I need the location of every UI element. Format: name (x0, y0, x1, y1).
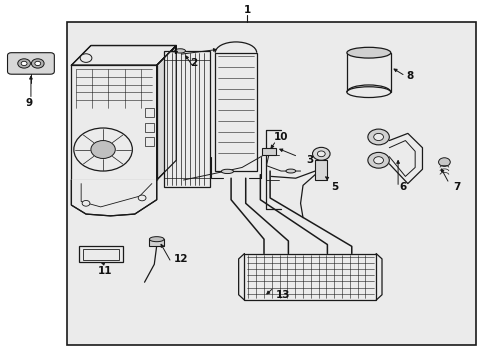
Text: 4: 4 (170, 46, 177, 56)
Polygon shape (71, 45, 176, 65)
Circle shape (312, 147, 329, 160)
Circle shape (35, 61, 41, 66)
Circle shape (438, 158, 449, 166)
Bar (244, 253, 375, 300)
Ellipse shape (346, 47, 390, 58)
Circle shape (21, 61, 27, 66)
Circle shape (31, 59, 44, 68)
Circle shape (80, 54, 92, 62)
Text: 12: 12 (174, 254, 188, 264)
Circle shape (317, 151, 325, 157)
Polygon shape (71, 180, 157, 216)
FancyBboxPatch shape (7, 53, 54, 74)
Circle shape (18, 59, 30, 68)
Bar (66, 22, 475, 345)
Bar (215, 53, 256, 171)
Bar (144, 123, 154, 132)
Text: 1: 1 (243, 5, 250, 15)
Bar (315, 160, 327, 180)
Circle shape (373, 134, 383, 140)
Text: 5: 5 (330, 182, 338, 192)
Text: 3: 3 (306, 155, 313, 165)
Bar (79, 246, 122, 262)
Bar (82, 249, 119, 260)
Text: 2: 2 (189, 58, 197, 68)
Circle shape (91, 140, 115, 158)
Text: 10: 10 (273, 132, 288, 142)
Text: 9: 9 (25, 98, 33, 108)
Circle shape (373, 157, 383, 164)
Bar (346, 53, 390, 92)
Circle shape (74, 128, 132, 171)
Ellipse shape (149, 237, 163, 242)
Text: 13: 13 (276, 290, 290, 300)
Text: 6: 6 (399, 182, 406, 192)
Polygon shape (157, 45, 176, 180)
Bar (71, 65, 157, 180)
Ellipse shape (285, 169, 295, 173)
Circle shape (82, 201, 90, 206)
Bar (144, 137, 154, 146)
Bar (144, 108, 154, 117)
Ellipse shape (221, 169, 233, 174)
Text: 8: 8 (406, 71, 413, 81)
Circle shape (367, 152, 388, 168)
Circle shape (138, 195, 146, 201)
Bar (261, 148, 276, 155)
Ellipse shape (174, 49, 185, 53)
Ellipse shape (346, 87, 390, 98)
Circle shape (367, 129, 388, 145)
Text: 11: 11 (98, 266, 113, 276)
Bar (149, 239, 163, 246)
Text: 7: 7 (452, 182, 459, 192)
Bar (163, 51, 210, 187)
